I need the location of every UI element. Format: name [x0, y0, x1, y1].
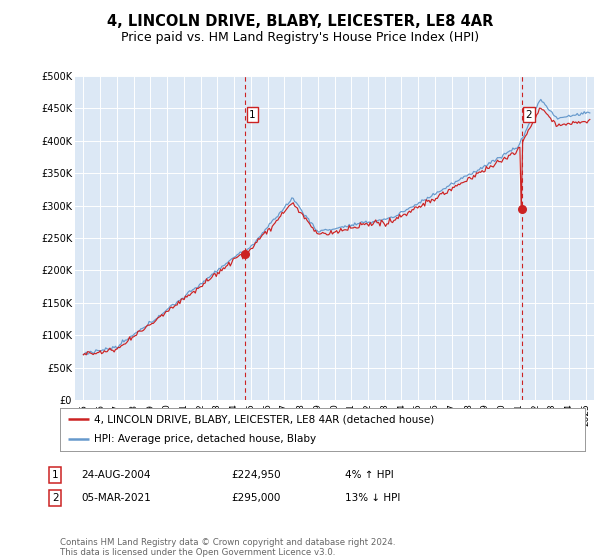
Text: Contains HM Land Registry data © Crown copyright and database right 2024.
This d: Contains HM Land Registry data © Crown c… — [60, 538, 395, 557]
Text: 1: 1 — [52, 470, 59, 480]
Text: HPI: Average price, detached house, Blaby: HPI: Average price, detached house, Blab… — [94, 434, 316, 444]
Text: 4% ↑ HPI: 4% ↑ HPI — [345, 470, 394, 480]
Text: 24-AUG-2004: 24-AUG-2004 — [81, 470, 151, 480]
Text: 2: 2 — [526, 110, 532, 120]
Text: 1: 1 — [249, 110, 256, 120]
Text: 13% ↓ HPI: 13% ↓ HPI — [345, 493, 400, 503]
Text: £295,000: £295,000 — [231, 493, 280, 503]
Text: 05-MAR-2021: 05-MAR-2021 — [81, 493, 151, 503]
Text: £224,950: £224,950 — [231, 470, 281, 480]
Text: Price paid vs. HM Land Registry's House Price Index (HPI): Price paid vs. HM Land Registry's House … — [121, 31, 479, 44]
Text: 4, LINCOLN DRIVE, BLABY, LEICESTER, LE8 4AR (detached house): 4, LINCOLN DRIVE, BLABY, LEICESTER, LE8 … — [94, 414, 434, 424]
Text: 4, LINCOLN DRIVE, BLABY, LEICESTER, LE8 4AR: 4, LINCOLN DRIVE, BLABY, LEICESTER, LE8 … — [107, 14, 493, 29]
Text: 2: 2 — [52, 493, 59, 503]
